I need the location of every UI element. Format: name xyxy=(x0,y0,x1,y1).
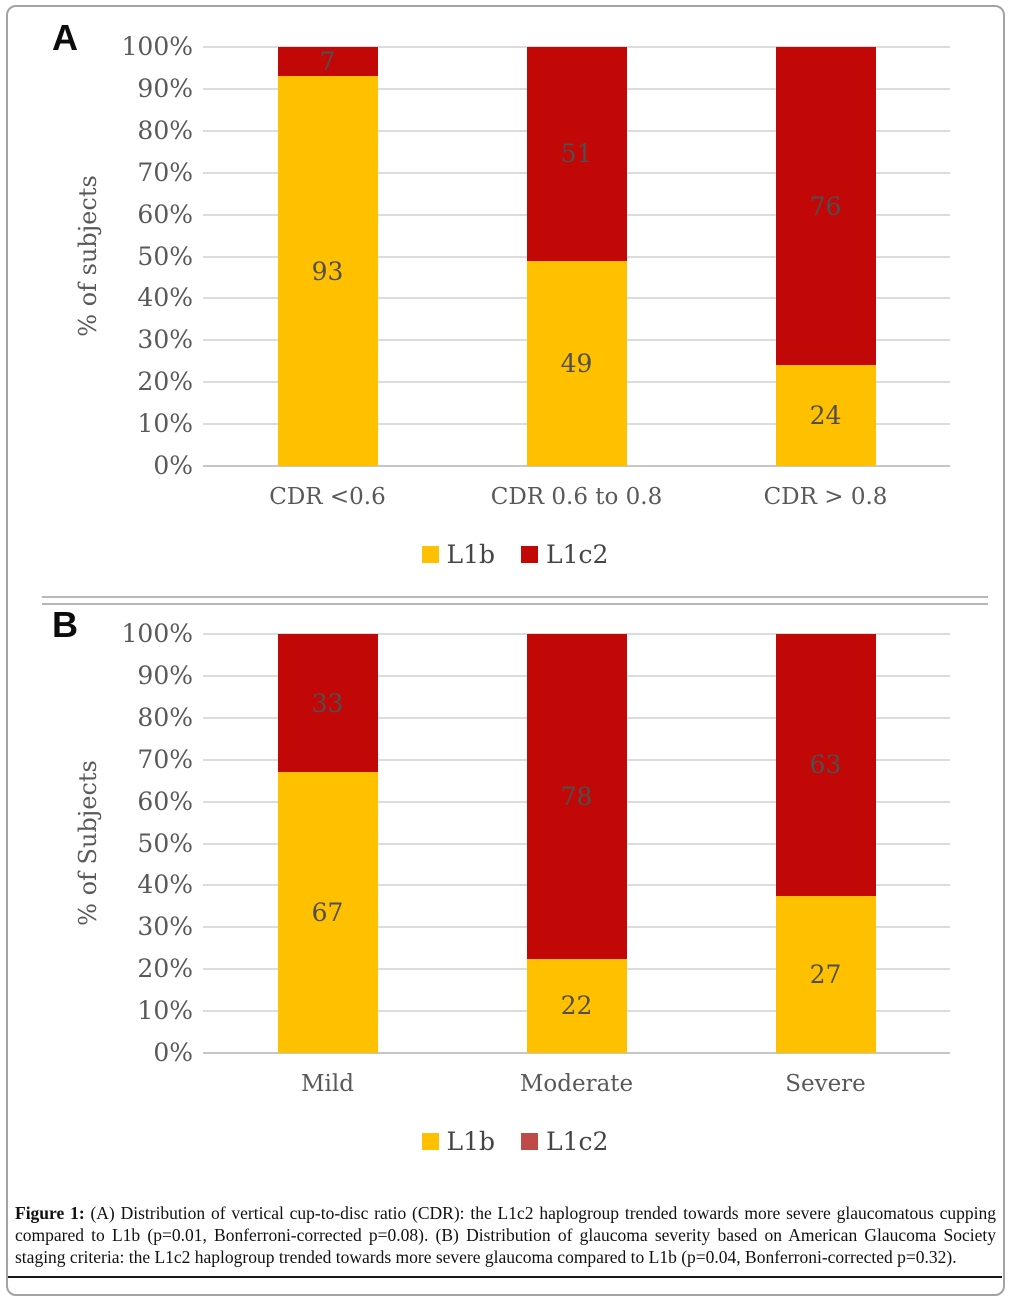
panel-b-chart: B 0% 10% 20% 30% 40% 50% 60% 70% 80% 90% 100% % of S… xyxy=(0,587,1010,1173)
bar-segment-l1c2: 7 xyxy=(277,47,378,77)
y-tick-label: 40% xyxy=(137,870,193,900)
legend-item: L1c2 xyxy=(521,1129,608,1154)
bar-segment-l1b: 49 xyxy=(526,260,627,466)
bar-segment-l1c2: 33 xyxy=(277,634,378,773)
y-tick-label: 50% xyxy=(137,828,193,858)
y-tick-label: 50% xyxy=(137,241,193,271)
caption-label: Figure 1: xyxy=(15,1203,85,1223)
legend-swatch-l1c2 xyxy=(521,546,539,563)
y-tick-label: 10% xyxy=(137,409,193,439)
x-axis-label: CDR <0.6 xyxy=(269,484,386,510)
y-tick-label: 100% xyxy=(121,32,193,61)
bar-segment-l1c2: 78 xyxy=(526,634,627,959)
y-tick-label: 80% xyxy=(137,702,193,732)
bar-value-label: 24 xyxy=(809,401,842,431)
x-axis-label: Severe xyxy=(785,1071,866,1097)
y-tick-label: 90% xyxy=(137,660,193,690)
bar-segment-l1c2: 76 xyxy=(775,47,876,366)
y-tick-label: 90% xyxy=(137,73,193,103)
bar-value-label: 93 xyxy=(311,256,344,286)
bar-value-label: 51 xyxy=(560,139,593,169)
x-axis-label: CDR > 0.8 xyxy=(763,484,888,510)
y-tick-label: 30% xyxy=(137,912,193,942)
panel-a-chart: A 0% 10% 20% 30% 40% 50% 60% 70% 80% 90% 100% % of s… xyxy=(0,0,1010,586)
bar-value-label: 27 xyxy=(809,959,842,989)
bar-segment-l1b: 22 xyxy=(526,958,627,1053)
legend-item: L1c2 xyxy=(521,542,608,567)
legend-label: L1b xyxy=(446,540,496,569)
y-tick-label: 70% xyxy=(137,157,193,187)
y-tick-label: 80% xyxy=(137,115,193,145)
gridline xyxy=(203,465,950,467)
bar-segment-l1b: 27 xyxy=(775,895,876,1053)
legend-swatch-l1b xyxy=(421,1133,439,1150)
bar-value-label: 49 xyxy=(560,348,593,378)
y-tick-label: 60% xyxy=(137,199,193,229)
bar-value-label: 22 xyxy=(560,991,593,1021)
bar-segment-l1b: 93 xyxy=(277,76,378,466)
bar-value-label: 67 xyxy=(311,898,344,928)
y-tick-label: 0% xyxy=(153,1038,193,1067)
x-axis-label: Mild xyxy=(301,1071,354,1097)
y-tick-label: 100% xyxy=(121,619,193,648)
y-tick-label: 0% xyxy=(153,451,193,480)
x-axis-label: Moderate xyxy=(519,1071,634,1097)
caption-text: (A) Distribution of vertical cup-to-disc… xyxy=(15,1203,996,1267)
legend-item: L1b xyxy=(421,540,496,569)
legend-label: L1c2 xyxy=(546,540,609,569)
x-axis-label: CDR 0.6 to 0.8 xyxy=(490,484,663,510)
y-tick-label: 30% xyxy=(137,325,193,355)
bar-value-label: 78 xyxy=(560,781,593,811)
bar-segment-l1c2: 63 xyxy=(775,634,876,896)
legend-swatch-l1b xyxy=(421,546,439,563)
panel-label: B xyxy=(52,604,78,645)
y-tick-label: 10% xyxy=(137,996,193,1026)
legend: L1b L1c2 xyxy=(0,542,1010,567)
legend: L1b L1c2 xyxy=(0,1129,1010,1154)
y-axis-title-text: % of Subjects xyxy=(74,760,102,926)
figure-caption: Figure 1: (A) Distribution of vertical c… xyxy=(15,1202,996,1268)
y-tick-label: 40% xyxy=(137,283,193,313)
legend-swatch-l1c2 xyxy=(521,1133,539,1150)
bar-value-label: 33 xyxy=(311,688,344,718)
bar-segment-l1b: 24 xyxy=(775,365,876,466)
y-axis-title-text: % of subjects xyxy=(74,175,102,337)
y-tick-label: 20% xyxy=(137,954,193,984)
gridline xyxy=(203,1052,950,1054)
bar-value-label: 76 xyxy=(809,191,842,221)
panel-divider xyxy=(42,596,988,605)
legend-item: L1b xyxy=(421,1127,496,1156)
legend-label: L1c2 xyxy=(546,1127,609,1156)
y-tick-label: 60% xyxy=(137,786,193,816)
bar-segment-l1b: 67 xyxy=(277,772,378,1053)
bar-segment-l1c2: 51 xyxy=(526,47,627,261)
y-tick-label: 20% xyxy=(137,367,193,397)
bottom-rule xyxy=(8,1276,1002,1278)
legend-label: L1b xyxy=(446,1127,496,1156)
bar-value-label: 7 xyxy=(319,47,336,77)
bar-value-label: 63 xyxy=(809,750,842,780)
panel-label: A xyxy=(52,17,78,58)
y-tick-label: 70% xyxy=(137,744,193,774)
